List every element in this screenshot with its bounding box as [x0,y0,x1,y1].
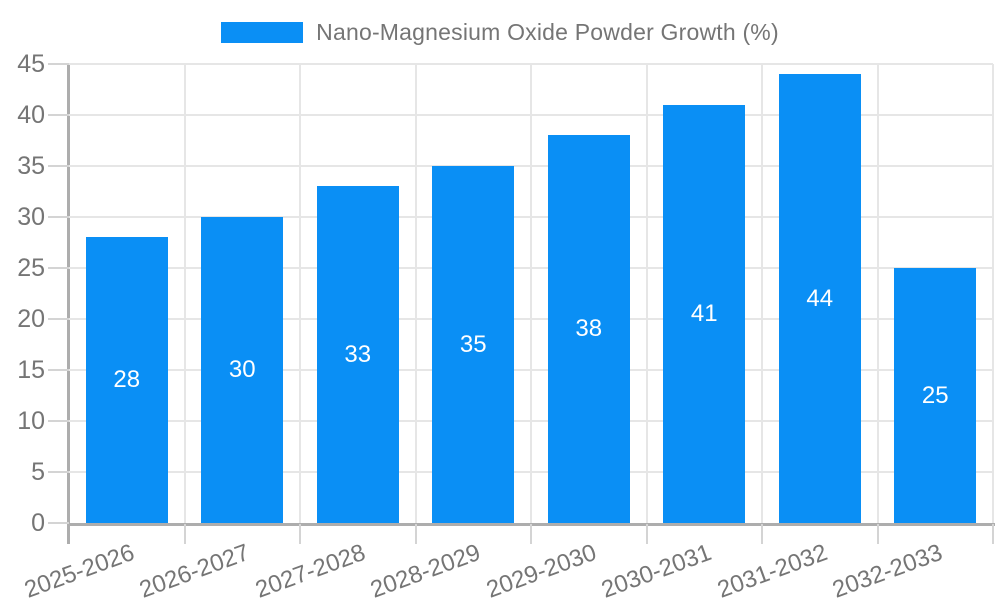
x-tick-label: 2029-2030 [482,539,600,600]
x-tick-mark [761,524,763,544]
bar-value-label: 41 [690,299,718,327]
bar [663,104,746,523]
y-tick-mark [48,165,69,167]
x-tick-label: 2031-2032 [713,539,831,600]
x-tick-label: 2032-2033 [829,539,947,600]
bar [894,268,977,523]
y-tick-label: 5 [31,458,45,486]
x-tick-label: 2025-2026 [20,539,138,600]
x-tick-label: 2030-2031 [598,539,716,600]
y-tick-label: 15 [17,356,45,384]
v-gridline [876,64,879,523]
bar [85,237,168,523]
x-tick-label: 2027-2028 [251,539,369,600]
v-gridline [530,64,532,523]
y-tick-label: 20 [17,305,45,333]
y-tick-label: 45 [17,50,45,78]
y-tick-mark [48,420,69,422]
x-tick-mark [414,524,417,544]
bar-value-label: 33 [344,340,372,368]
y-tick-label: 40 [17,101,45,129]
y-tick-label: 0 [31,509,45,537]
bar-value-label: 44 [806,284,834,312]
v-gridline [414,64,417,523]
bar-value-label: 30 [228,356,256,383]
bar-value-label: 28 [113,366,141,394]
y-tick-mark [48,114,69,116]
v-gridline [183,64,186,523]
y-tick-label: 25 [17,254,45,282]
x-tick-mark [645,524,648,544]
y-tick-mark [48,318,69,320]
x-tick-mark [299,524,301,544]
v-gridline [992,64,994,523]
v-gridline [299,64,301,523]
y-tick-mark [48,522,69,524]
x-tick-label: 2026-2027 [136,539,254,600]
x-tick-mark [876,524,879,544]
legend-swatch-icon [221,22,304,43]
bar [778,74,861,523]
y-tick-label: 30 [17,203,45,231]
legend-label: Nano-Magnesium Oxide Powder Growth (%) [316,19,779,45]
x-tick-mark [530,524,532,544]
bar-value-label: 35 [459,330,487,358]
y-tick-mark [48,369,69,371]
v-gridline [645,64,648,523]
y-tick-mark [48,267,69,269]
bar-value-label: 25 [921,381,949,409]
bar [547,135,630,523]
x-tick-mark [992,524,994,544]
legend: Nano-Magnesium Oxide Powder Growth (%) [0,19,1000,46]
y-tick-mark [48,471,69,473]
bar [432,166,515,523]
y-tick-label: 35 [17,152,45,180]
bar-value-label: 38 [575,315,603,343]
y-tick-mark [48,216,69,218]
bar [316,186,399,523]
y-axis-line [67,64,70,544]
plot-area: 0 5 10 15 20 25 30 35 40 45 28 2025-2026 30 2026-2027… [17,50,995,600]
v-gridline [761,64,763,523]
bar [201,217,284,523]
y-tick-mark [48,63,69,65]
legend-item[interactable]: Nano-Magnesium Oxide Powder Growth (%) [221,19,779,46]
x-tick-mark [183,524,186,544]
x-tick-label: 2028-2029 [367,539,485,600]
y-tick-label: 10 [17,407,45,435]
